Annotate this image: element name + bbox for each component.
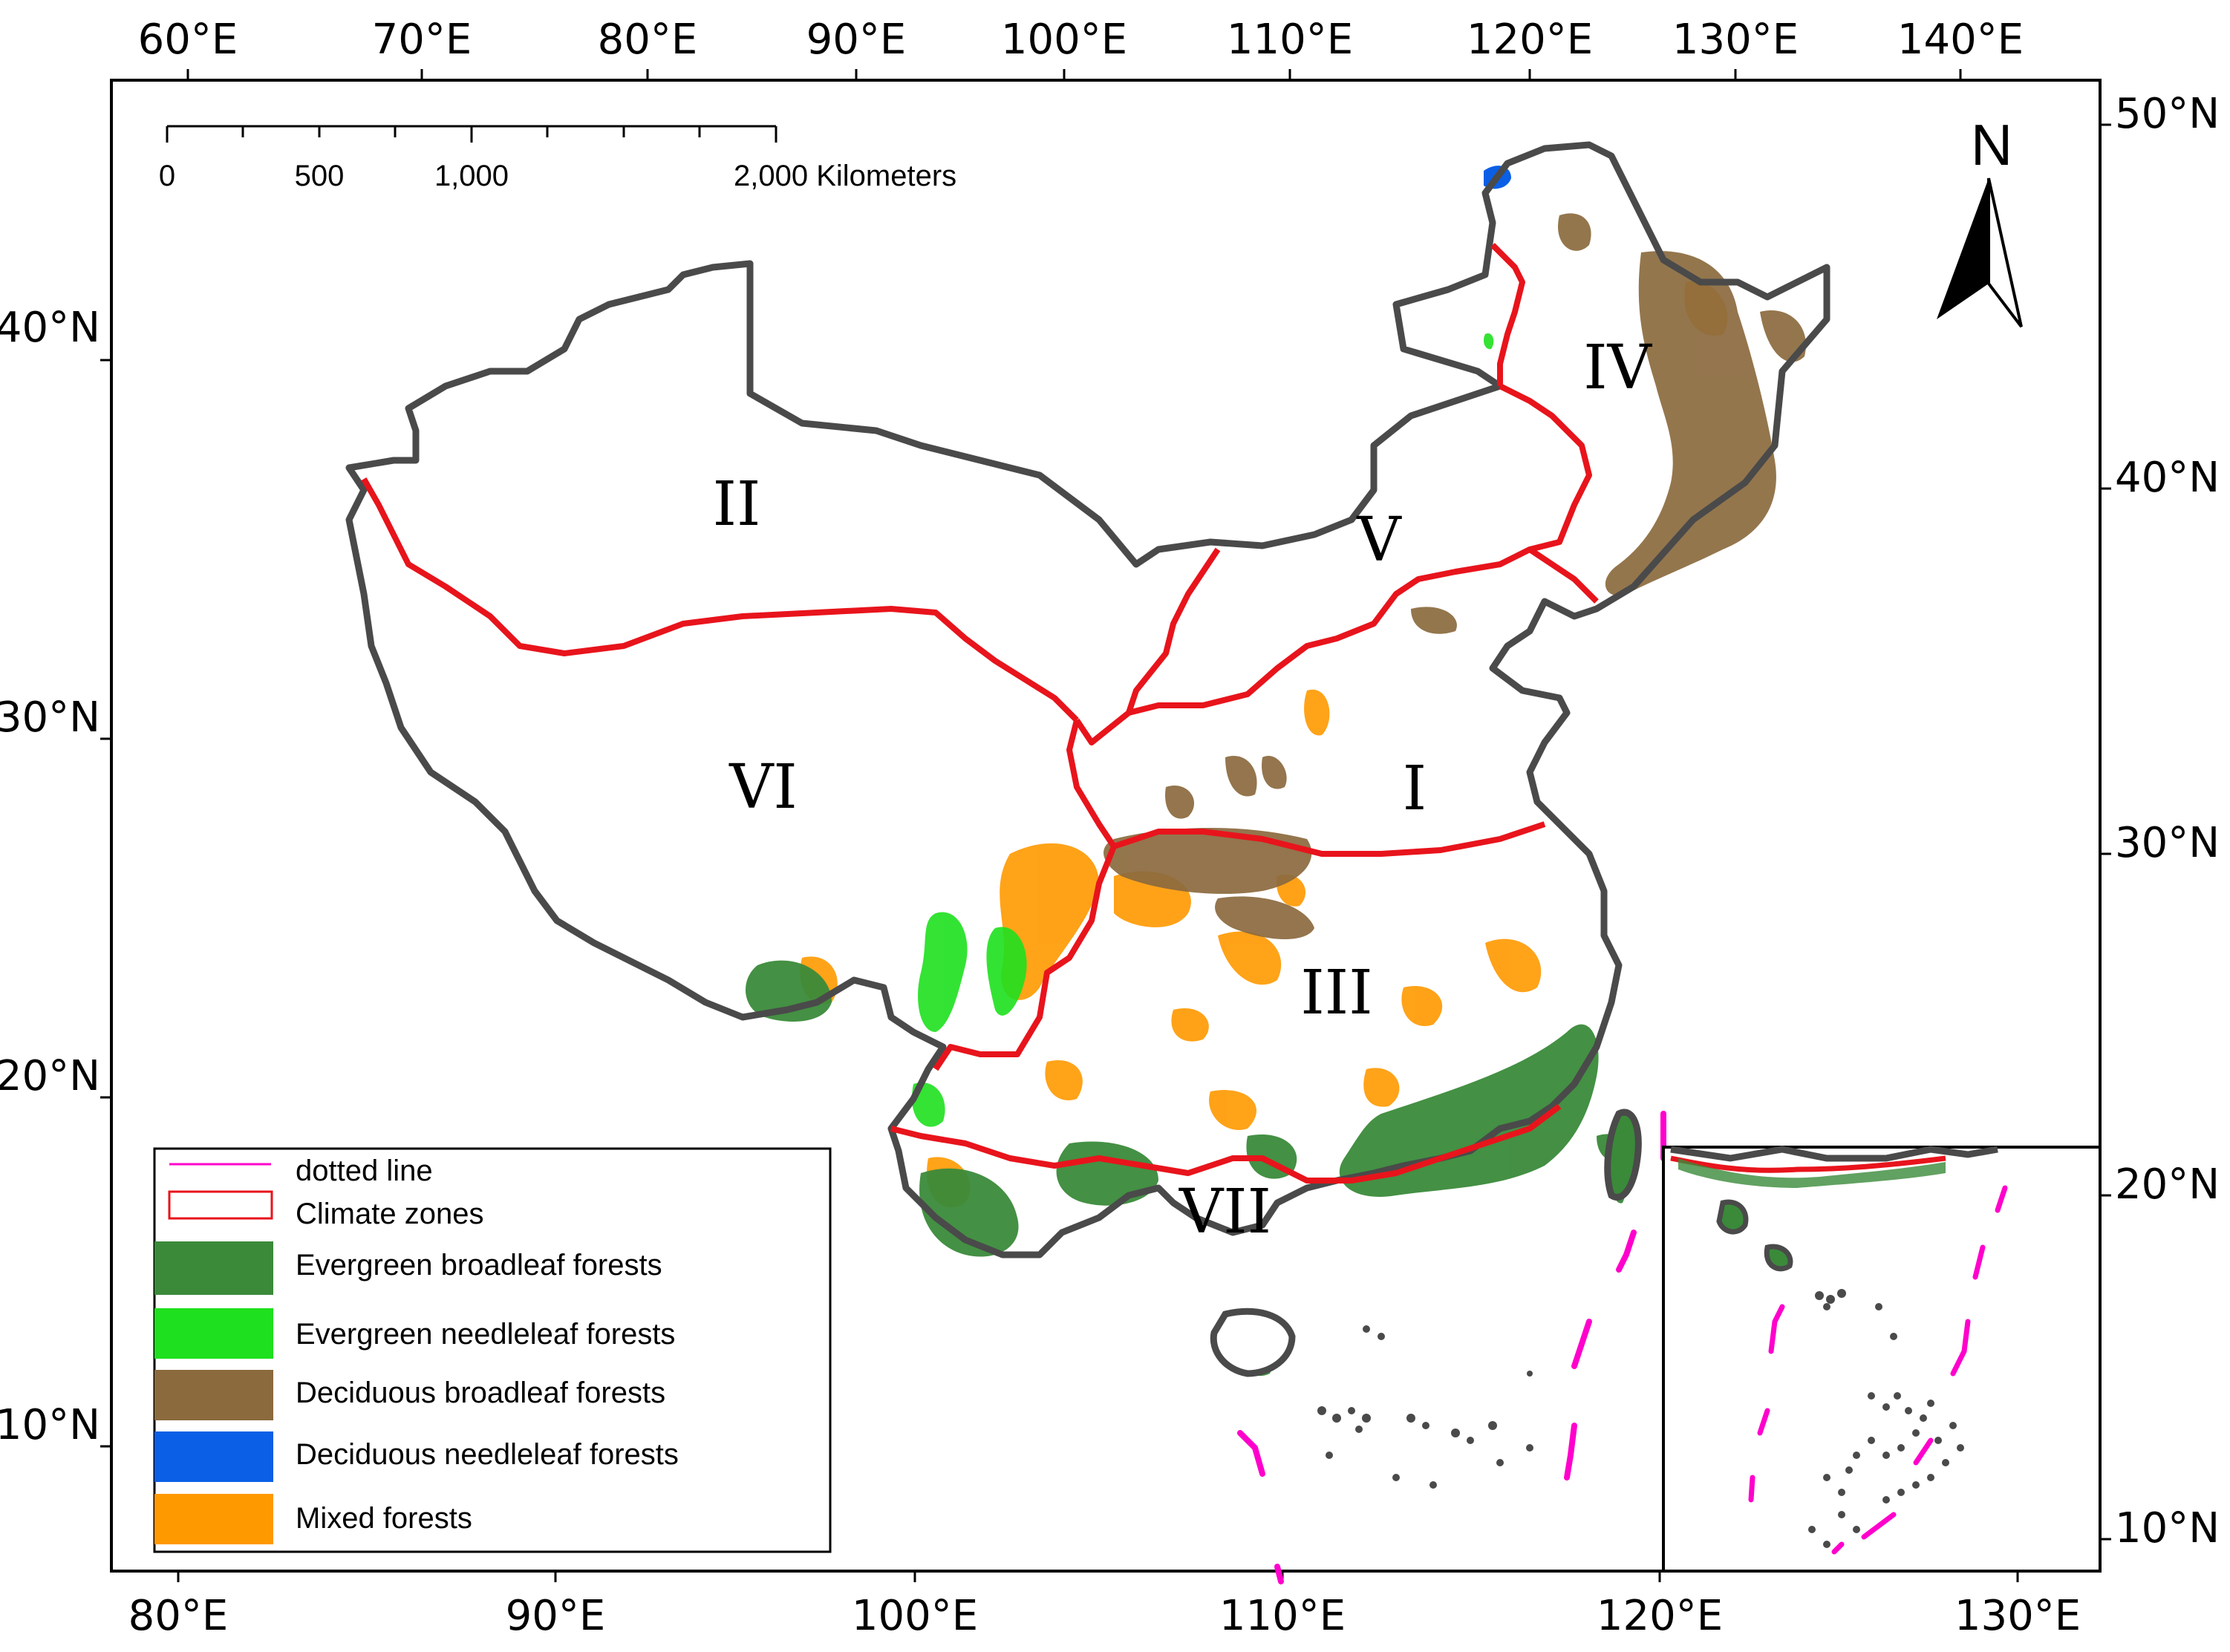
left-axis: 40°N 30°N 20°N 10°N [0, 304, 111, 1449]
right-tick-label: 20°N [2115, 1160, 2220, 1209]
right-axis: 50°N 40°N 30°N 20°N 10°N [2100, 90, 2220, 1553]
scale-label: 500 [295, 160, 345, 192]
top-tick-label: 100°E [1001, 16, 1127, 64]
scale-label: 1,000 [434, 160, 509, 192]
right-tick-label: 10°N [2115, 1504, 2220, 1553]
zone-label-vi: VI [728, 752, 798, 823]
left-tick-label: 20°N [0, 1052, 100, 1100]
hainan-island [1210, 1307, 1296, 1377]
china-mainland-border [345, 141, 1830, 1258]
legend-swatch-deciduous-needleleaf [154, 1431, 273, 1482]
forest-cover [745, 166, 1806, 1377]
evergreen-needleleaf-patches [912, 333, 1494, 1127]
zone-label-i: I [1403, 754, 1427, 824]
top-tick-label: 130°E [1672, 16, 1799, 64]
zone-label-vii: VII [1178, 1177, 1271, 1247]
top-tick-label: 70°E [372, 16, 472, 64]
zone-labels: I II III IV V VI VII [713, 333, 1653, 1247]
deciduous-broadleaf-patches [1103, 213, 1806, 939]
top-tick-label: 80°E [598, 16, 698, 64]
right-tick-label: 30°N [2115, 819, 2220, 867]
top-axis: 60°E 70°E 80°E 90°E 100°E 110°E 120°E 13… [138, 16, 2024, 80]
bottom-tick-label: 80°E [128, 1592, 229, 1640]
legend-label: Deciduous needleleaf forests [296, 1438, 679, 1471]
legend-label: dotted line [296, 1155, 433, 1187]
right-tick-label: 40°N [2115, 454, 2220, 502]
top-tick-label: 110°E [1227, 16, 1353, 64]
scale-bar: 0 500 1,000 2,000 Kilometers [159, 125, 956, 192]
legend-swatch-climate-zones [168, 1190, 273, 1220]
taiwan-island [1604, 1109, 1642, 1201]
legend: dotted line Climate zones Evergreen broa… [153, 1147, 832, 1553]
left-tick-label: 30°N [0, 693, 100, 742]
scale-label: 2,000 Kilometers [734, 160, 956, 192]
north-label: N [1971, 112, 2012, 177]
china-map: I II III IV V VI VII [345, 141, 1830, 1584]
zone-label-iv: IV [1583, 333, 1652, 403]
legend-label: Deciduous broadleaf forests [296, 1377, 665, 1409]
zone-label-v: V [1356, 505, 1402, 575]
climate-zone-boundaries [361, 243, 1599, 1184]
left-tick-label: 10°N [0, 1401, 100, 1449]
legend-swatch-deciduous-broadleaf [154, 1370, 273, 1420]
bottom-tick-label: 100°E [852, 1592, 978, 1640]
inset-map [1662, 1146, 2102, 1573]
right-tick-label: 50°N [2115, 90, 2220, 138]
south-sea-islands [1317, 1325, 1533, 1489]
bottom-axis: 80°E 90°E 100°E 110°E 120°E 130°E [128, 1571, 2081, 1640]
legend-label: Evergreen needleleaf forests [296, 1318, 675, 1351]
top-tick-label: 140°E [1897, 16, 2024, 64]
bottom-tick-label: 120°E [1597, 1592, 1723, 1640]
scale-label: 0 [159, 160, 175, 192]
left-tick-label: 40°N [0, 304, 100, 352]
legend-label: Evergreen broadleaf forests [296, 1249, 662, 1282]
bottom-tick-label: 90°E [506, 1592, 606, 1640]
legend-label: Climate zones [296, 1198, 483, 1230]
north-arrow-icon: N [1937, 112, 2023, 328]
top-tick-label: 90°E [806, 16, 907, 64]
legend-label: Mixed forests [296, 1502, 472, 1535]
top-tick-label: 120°E [1467, 16, 1593, 64]
top-tick-label: 60°E [138, 16, 238, 64]
legend-swatch-mixed [154, 1494, 273, 1544]
bottom-tick-label: 130°E [1954, 1592, 2081, 1640]
legend-swatch-evergreen-broadleaf [154, 1241, 273, 1295]
zone-label-iii: III [1300, 958, 1372, 1028]
legend-swatch-evergreen-needleleaf [154, 1308, 273, 1359]
zone-label-ii: II [713, 469, 761, 540]
bottom-tick-label: 110°E [1219, 1592, 1346, 1640]
